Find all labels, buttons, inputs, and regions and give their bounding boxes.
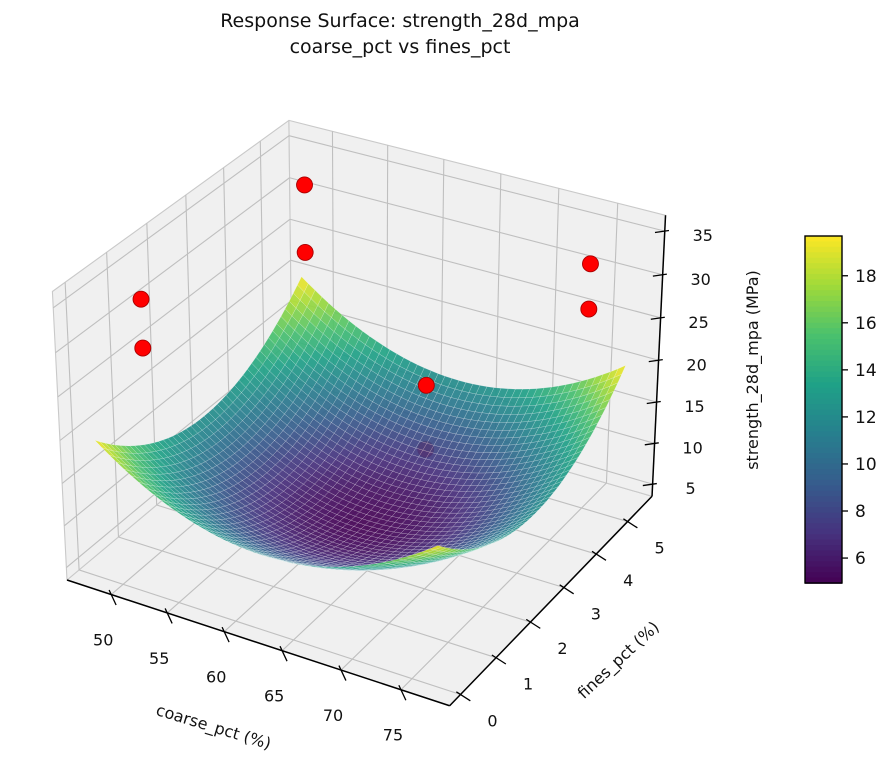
- x-axis-label: coarse_pct (%): [154, 700, 274, 754]
- y-tick-label: 0: [487, 711, 497, 730]
- x-tick-label: 50: [93, 631, 113, 650]
- z-tick-label: 35: [693, 226, 713, 245]
- scatter-point: [296, 176, 313, 194]
- grid-z-left: [61, 300, 292, 484]
- z-tick: [644, 442, 659, 446]
- colorbar-tick-label: 6: [855, 549, 866, 569]
- grid-y-wall: [106, 252, 120, 537]
- z-tick-label: 5: [686, 479, 696, 498]
- x-tick: [398, 684, 407, 701]
- chart-title-line2: coarse_pct vs fines_pct: [289, 36, 511, 58]
- y-axis-label: fines_pct (%): [574, 617, 664, 703]
- colorbar-frame: [804, 235, 843, 584]
- y-axis-spine: [449, 495, 653, 707]
- z-tick: [650, 316, 665, 320]
- scatter-point: [296, 243, 314, 261]
- x-tick: [279, 645, 288, 662]
- colorbar-tick-label: 10: [855, 455, 877, 475]
- colorbar-tick-label: 18: [855, 267, 877, 287]
- x-tick-label: 65: [264, 687, 284, 706]
- z-axis-spine: [651, 215, 667, 497]
- z-tick-label: 25: [688, 313, 708, 332]
- x-tick: [338, 665, 347, 681]
- grid-z-back: [289, 177, 663, 276]
- z-tick-label: 10: [682, 438, 702, 457]
- z-tick: [654, 229, 670, 234]
- grid-z-left: [55, 177, 290, 354]
- y-tick: [491, 654, 507, 665]
- z-axis-label: strength_28d_mpa (MPa): [743, 270, 763, 470]
- z-tick-label: 20: [686, 355, 706, 374]
- y-tick-label: 1: [523, 675, 533, 694]
- grid-z-left: [57, 218, 291, 398]
- grid-y-floor: [78, 569, 461, 695]
- chart-title-line1: Response Surface: strength_28d_mpa: [220, 10, 580, 32]
- y-tick-label: 4: [623, 571, 633, 590]
- y-tick: [455, 691, 471, 702]
- colorbar-tick-label: 16: [855, 314, 877, 334]
- grid-z-left: [52, 135, 290, 309]
- x-axis-spine: [66, 579, 450, 707]
- scatter-point: [134, 339, 152, 357]
- x-tick: [164, 608, 173, 624]
- grid-z-back: [290, 259, 659, 361]
- grid-y-wall: [64, 282, 80, 570]
- grid-z-back: [288, 135, 665, 232]
- grid-y-floor: [118, 536, 497, 659]
- z-tick: [652, 273, 667, 277]
- x-tick: [108, 589, 117, 606]
- x-tick-label: 70: [323, 706, 343, 725]
- scatter-point: [580, 300, 598, 318]
- x-tick-label: 60: [206, 668, 226, 687]
- colorbar-tick-label: 12: [855, 408, 877, 428]
- x-tick-label: 55: [149, 649, 169, 668]
- scatter-point: [417, 376, 435, 394]
- grid-x-floor: [400, 482, 607, 691]
- y-tick: [525, 618, 541, 629]
- y-tick: [559, 584, 575, 595]
- z-tick: [646, 400, 661, 405]
- z-tick-label: 30: [690, 270, 710, 289]
- colorbar-tick-label: 14: [855, 361, 877, 381]
- colorbar-tick-label: 8: [855, 502, 866, 522]
- z-tick-label: 15: [684, 397, 704, 416]
- scatter-point: [582, 255, 599, 273]
- grid-z-back: [289, 218, 661, 319]
- x-tick-label: 75: [383, 726, 403, 745]
- y-tick: [591, 550, 607, 561]
- scatter-points: [132, 176, 599, 394]
- colorbar: 6 8 10 12 14 16 18: [804, 235, 877, 584]
- grid-z-left: [59, 259, 291, 441]
- surface-mesh: [94, 276, 626, 571]
- y-tick-label: 2: [557, 639, 567, 658]
- z-tick: [642, 482, 657, 487]
- z-tick: [648, 359, 663, 363]
- y-tick-label: 5: [654, 539, 664, 558]
- scatter-point: [132, 290, 150, 308]
- x-tick: [221, 626, 230, 643]
- y-tick-label: 3: [591, 605, 601, 624]
- y-tick: [623, 518, 638, 529]
- grid-x-wall: [605, 203, 619, 484]
